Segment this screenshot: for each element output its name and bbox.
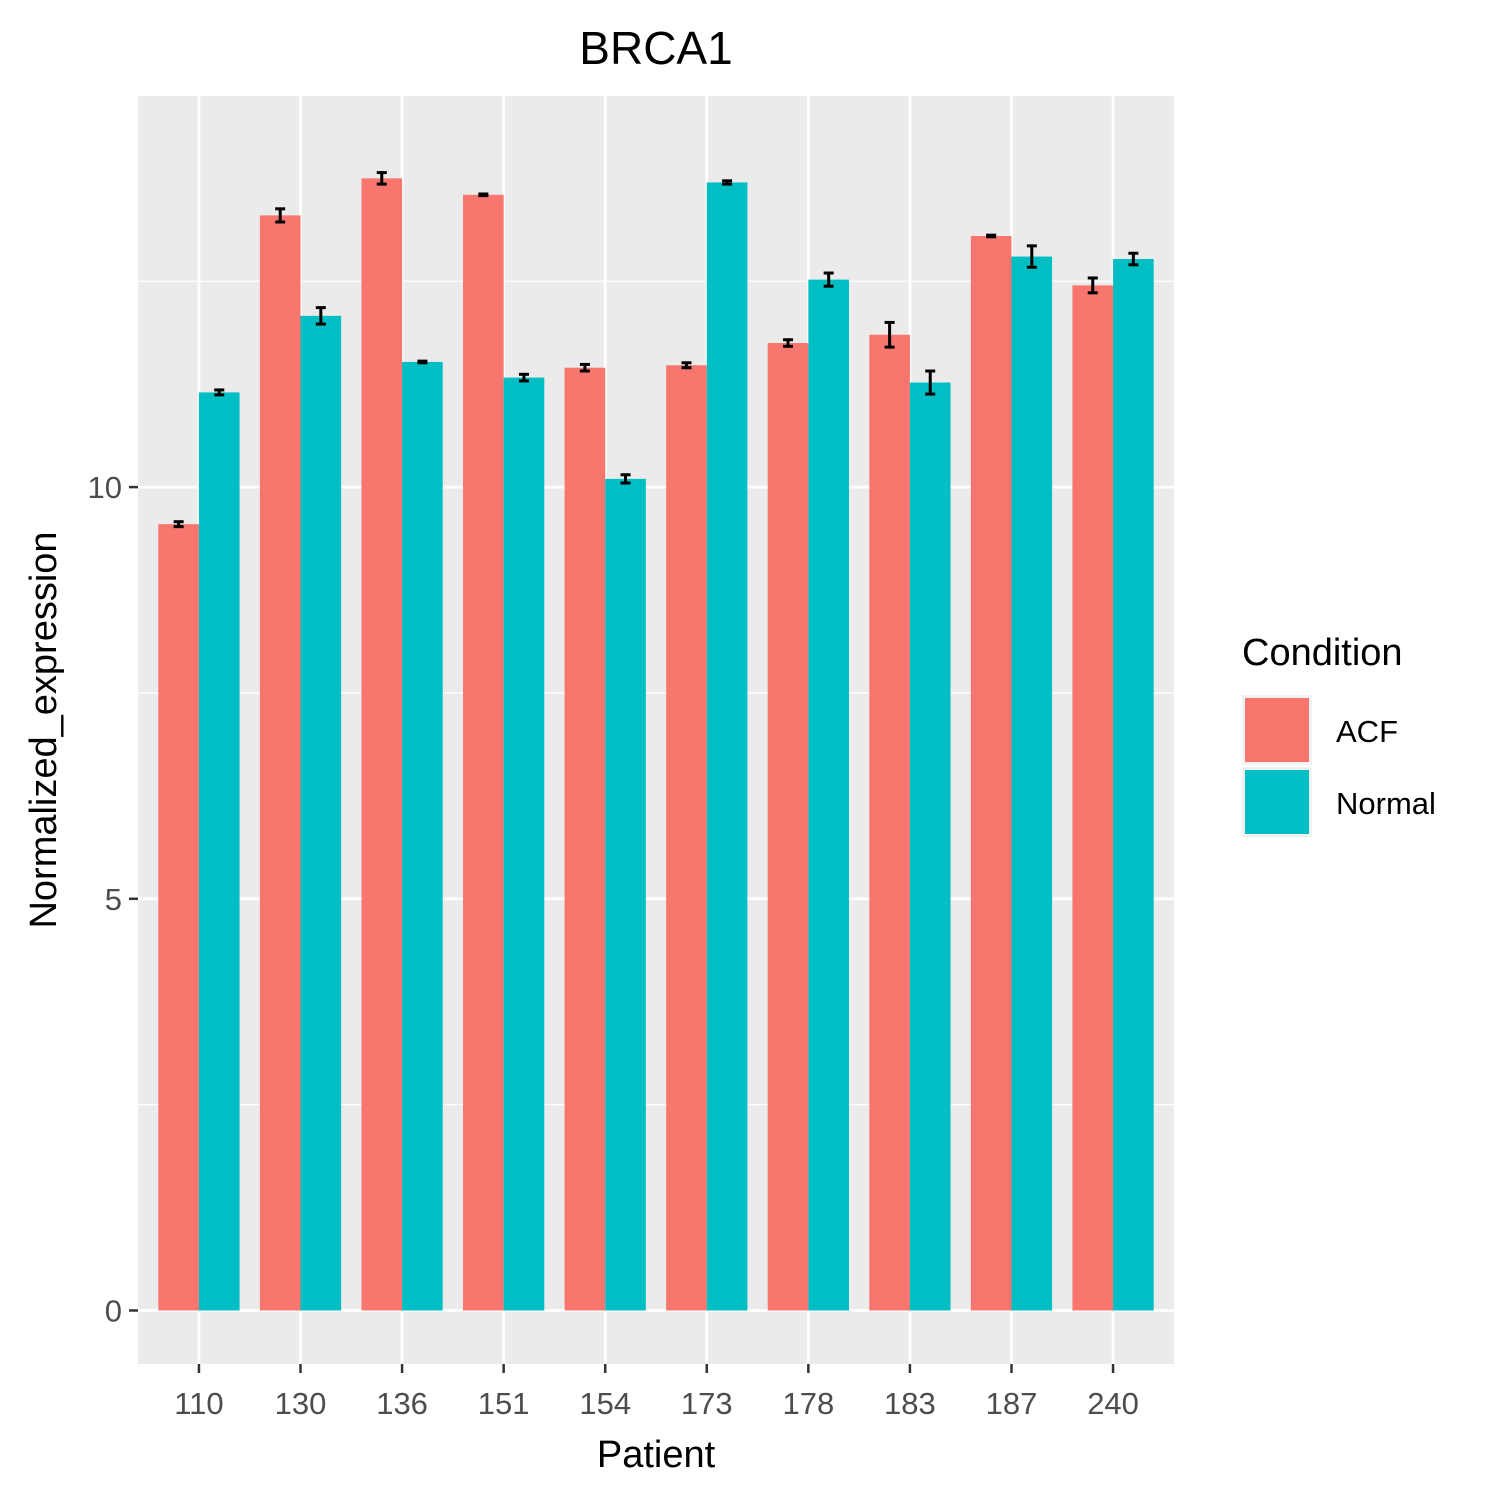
x-tick-label: 187 <box>986 1386 1038 1421</box>
bar-normal-136 <box>402 361 443 1311</box>
bar-normal-130 <box>300 315 342 1311</box>
error-bar-normal-151 <box>518 372 529 383</box>
bar-acf-240 <box>1072 285 1114 1311</box>
error-bars <box>173 171 1139 529</box>
legend-swatch-normal <box>1245 770 1309 834</box>
error-bar-normal-110 <box>214 388 225 397</box>
x-tick-label: 151 <box>478 1386 530 1421</box>
x-tick-label: 136 <box>376 1386 428 1421</box>
x-tick-label: 183 <box>884 1386 936 1421</box>
legend-label-acf: ACF <box>1336 714 1398 749</box>
error-bar-acf-130 <box>275 207 286 224</box>
y-tick-label: 0 <box>105 1293 122 1328</box>
y-tick-label: 5 <box>105 882 122 917</box>
bar-acf-130 <box>259 215 301 1311</box>
bar-acf-178 <box>767 343 809 1311</box>
bar-acf-110 <box>158 524 199 1311</box>
bar-normal-151 <box>503 377 545 1311</box>
error-bar-acf-151 <box>478 192 489 198</box>
bar-normal-110 <box>198 392 240 1311</box>
error-bar-normal-183 <box>925 369 936 396</box>
bar-acf-151 <box>463 194 504 1311</box>
x-axis: 110 130 136 151 154 173 178 183 187 240 <box>174 1364 1139 1421</box>
bar-normal-154 <box>605 478 646 1311</box>
bar-normal-173 <box>706 182 748 1311</box>
error-bar-normal-136 <box>417 359 428 365</box>
x-tick-label: 130 <box>275 1386 327 1421</box>
bar-normal-240 <box>1113 259 1154 1311</box>
error-bar-normal-154 <box>620 473 631 485</box>
x-tick-label: 154 <box>579 1386 631 1421</box>
bar-normal-187 <box>1011 256 1053 1311</box>
x-tick-label: 173 <box>681 1386 733 1421</box>
error-bar-acf-110 <box>173 520 184 529</box>
error-bar-normal-240 <box>1128 251 1139 267</box>
bar-normal-178 <box>808 279 849 1311</box>
x-axis-title: Patient <box>597 1434 716 1476</box>
bar-acf-187 <box>970 235 1012 1311</box>
legend-title: Condition <box>1242 632 1403 674</box>
y-axis-title: Normalized_expression <box>23 531 65 928</box>
bar-acf-136 <box>361 178 403 1311</box>
y-tick-label: 10 <box>88 470 122 505</box>
error-bar-acf-183 <box>884 320 895 349</box>
legend: Condition ACF Normal <box>1242 632 1436 837</box>
x-tick-label: 240 <box>1087 1386 1139 1421</box>
error-bar-normal-173 <box>722 179 733 186</box>
error-bar-acf-187 <box>986 233 997 239</box>
error-bar-acf-154 <box>579 362 590 373</box>
bar-acf-173 <box>666 365 707 1311</box>
error-bar-acf-136 <box>376 171 387 186</box>
error-bar-acf-173 <box>681 361 692 370</box>
error-bar-normal-130 <box>315 306 326 326</box>
x-tick-label: 110 <box>174 1386 223 1421</box>
bar-normal-183 <box>909 382 951 1311</box>
x-tick-label: 178 <box>782 1386 834 1421</box>
error-bar-normal-178 <box>823 271 834 288</box>
chart-title: BRCA1 <box>579 22 732 74</box>
y-axis: 0 5 10 <box>88 470 138 1328</box>
legend-label-normal: Normal <box>1336 786 1436 821</box>
error-bar-acf-178 <box>783 338 794 348</box>
error-bar-acf-240 <box>1087 276 1098 295</box>
bar-acf-154 <box>564 367 606 1311</box>
bars <box>158 178 1154 1311</box>
error-bar-normal-187 <box>1026 244 1037 269</box>
legend-swatch-acf <box>1245 698 1309 762</box>
bar-acf-183 <box>869 334 910 1311</box>
